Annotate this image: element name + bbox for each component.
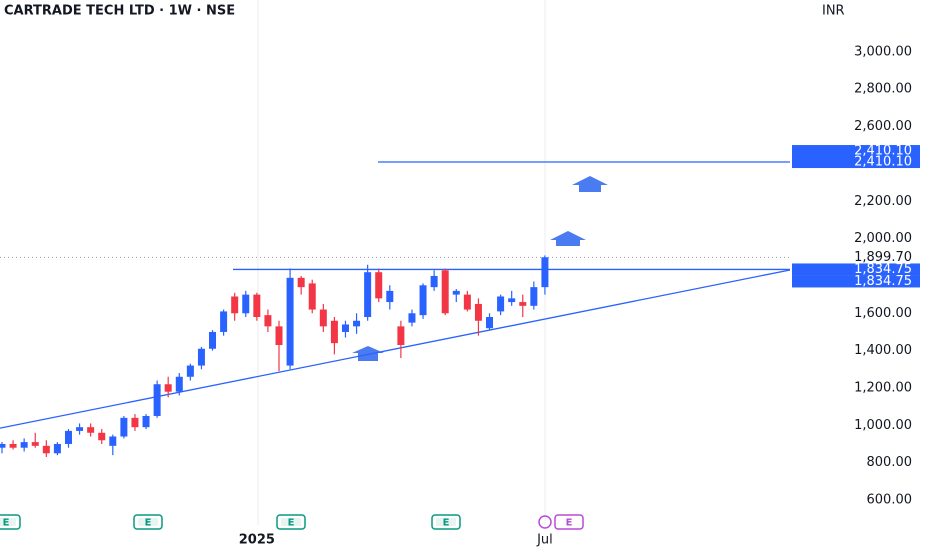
candle-body <box>186 365 194 377</box>
candle-body <box>463 294 471 310</box>
candle-body <box>31 442 39 446</box>
candle-body <box>375 272 383 299</box>
event-label: E <box>145 518 152 529</box>
candle-body <box>120 417 128 437</box>
y-tick-label: 1,000.00 <box>854 418 912 433</box>
candle-body <box>231 296 239 314</box>
candle-body <box>275 326 283 346</box>
candle-body <box>508 298 516 303</box>
price-label: 1,834.75 <box>854 274 912 289</box>
candle-body <box>109 436 117 446</box>
candle-body <box>397 326 405 346</box>
candle-body <box>20 442 28 448</box>
candle-body <box>519 302 527 306</box>
event-icon <box>538 515 552 529</box>
candle-body <box>64 430 72 444</box>
price-label: 1,834.75 <box>854 262 912 277</box>
event-inner <box>281 518 301 526</box>
candle-body <box>541 257 549 288</box>
y-tick-label: 1,600.00 <box>854 306 912 321</box>
candle-body <box>408 313 416 323</box>
candle-body <box>242 294 250 314</box>
candle-body <box>286 277 294 366</box>
y-tick-label: 600.00 <box>867 492 913 507</box>
y-tick-label: 2,800.00 <box>854 82 912 97</box>
candle-body <box>209 331 217 349</box>
event-inner <box>559 518 579 526</box>
currency: INR <box>822 4 845 19</box>
arrow <box>572 176 608 192</box>
candle-body <box>364 272 372 318</box>
y-tick-label: 2,000.00 <box>854 231 912 246</box>
arrow <box>352 346 384 361</box>
price-label-box <box>792 263 920 276</box>
candle-body <box>419 285 427 316</box>
event-label: E <box>288 518 295 529</box>
event-inner <box>138 518 158 526</box>
price-label-box <box>792 275 920 288</box>
event-inner <box>0 518 16 526</box>
arrows <box>352 176 608 361</box>
x-tick-label: 2025 <box>239 533 275 548</box>
price-label-box <box>791 250 921 264</box>
x-tick-label: Jul <box>536 533 553 548</box>
candle-body <box>87 427 95 433</box>
event-label: E <box>443 518 450 529</box>
candle-body <box>76 427 84 431</box>
candle-body <box>98 432 106 441</box>
candle-body <box>264 315 272 327</box>
candle-body <box>330 320 338 344</box>
candle-body <box>297 277 305 288</box>
candle-body <box>220 311 228 332</box>
candle-body <box>353 320 361 327</box>
candle-body <box>253 294 261 318</box>
y-tick-label: 1,200.00 <box>854 380 912 395</box>
candle-body <box>164 384 172 392</box>
candle-body <box>53 443 61 454</box>
chart-title: CARTRADE TECH LTD · 1W · NSE <box>4 4 235 19</box>
candle-body <box>530 287 538 306</box>
candle-body <box>341 324 349 332</box>
candle-body <box>131 417 139 428</box>
candle-body <box>142 415 150 428</box>
candle-body <box>497 296 505 312</box>
candle-body <box>308 283 316 310</box>
candle-body <box>452 290 460 295</box>
y-tick-label: 2,200.00 <box>854 194 912 209</box>
y-tick-label: 1,400.00 <box>854 343 912 358</box>
candle-body <box>441 270 449 314</box>
event-label: E <box>566 518 573 529</box>
price-label: 2,410.10 <box>854 144 912 159</box>
price-label: 2,410.10 <box>854 155 912 170</box>
candle-body <box>319 309 327 327</box>
price-label: 1,899.70 <box>854 250 912 265</box>
candle-body <box>386 290 394 303</box>
event-inner <box>436 518 456 526</box>
candle-body <box>153 384 161 416</box>
arrow <box>550 231 586 246</box>
price-label-box <box>792 145 920 158</box>
candle-body <box>430 275 438 288</box>
event-label: E <box>3 518 10 529</box>
candle-body <box>42 445 50 454</box>
trend-line <box>0 269 791 429</box>
candle-body <box>175 376 183 392</box>
candle-body <box>486 317 494 329</box>
candle-body <box>474 303 482 321</box>
y-tick-label: 800.00 <box>867 455 913 470</box>
y-tick-label: 2,600.00 <box>854 119 912 134</box>
price-label-box <box>792 156 920 169</box>
candle-body <box>0 443 6 448</box>
candle-body <box>9 443 17 448</box>
candle-body <box>197 348 205 366</box>
y-tick-label: 3,000.00 <box>854 44 912 59</box>
